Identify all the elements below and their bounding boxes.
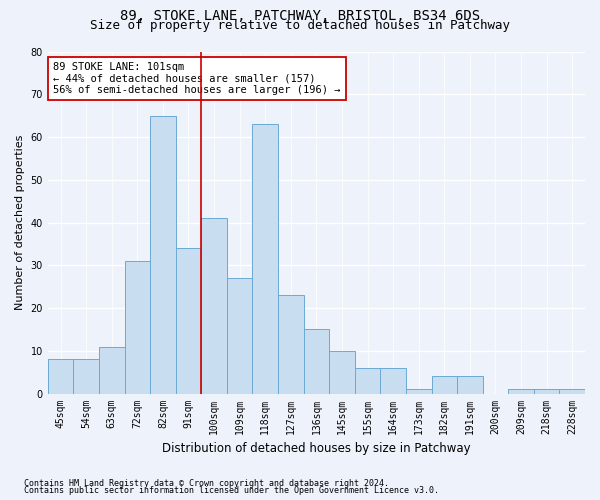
Bar	[125, 261, 150, 394]
Bar	[227, 278, 253, 394]
Bar	[508, 390, 534, 394]
Bar	[48, 360, 73, 394]
Bar	[559, 390, 585, 394]
Bar	[73, 360, 99, 394]
Bar	[380, 368, 406, 394]
Text: Contains public sector information licensed under the Open Government Licence v3: Contains public sector information licen…	[24, 486, 439, 495]
Bar	[253, 124, 278, 394]
Bar	[201, 218, 227, 394]
Bar	[150, 116, 176, 394]
Bar	[304, 330, 329, 394]
Y-axis label: Number of detached properties: Number of detached properties	[15, 135, 25, 310]
Bar	[176, 248, 201, 394]
Bar	[329, 351, 355, 394]
Bar	[99, 346, 125, 394]
Text: 89, STOKE LANE, PATCHWAY, BRISTOL, BS34 6DS: 89, STOKE LANE, PATCHWAY, BRISTOL, BS34 …	[120, 9, 480, 23]
Bar	[278, 295, 304, 394]
Text: Contains HM Land Registry data © Crown copyright and database right 2024.: Contains HM Land Registry data © Crown c…	[24, 478, 389, 488]
Bar	[406, 390, 431, 394]
Bar	[457, 376, 482, 394]
Text: 89 STOKE LANE: 101sqm
← 44% of detached houses are smaller (157)
56% of semi-det: 89 STOKE LANE: 101sqm ← 44% of detached …	[53, 62, 341, 95]
X-axis label: Distribution of detached houses by size in Patchway: Distribution of detached houses by size …	[162, 442, 471, 455]
Text: Size of property relative to detached houses in Patchway: Size of property relative to detached ho…	[90, 19, 510, 32]
Bar	[431, 376, 457, 394]
Bar	[355, 368, 380, 394]
Bar	[534, 390, 559, 394]
